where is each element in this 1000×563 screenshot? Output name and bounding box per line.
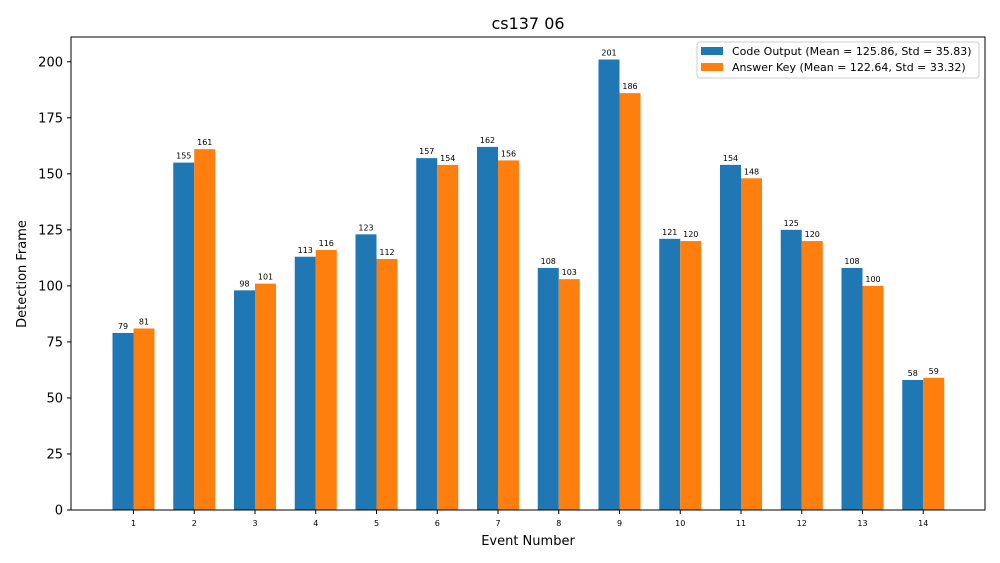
data-label-code-output-event-12: 125 (784, 219, 799, 228)
y-axis-label: Detection Frame (15, 220, 30, 328)
data-label-code-output-event-9: 201 (601, 49, 616, 58)
y-axis: 0 25 50 75 100 125 150 175 200 (38, 55, 71, 519)
data-label-answer-key-event-9: 186 (622, 82, 637, 91)
legend-box (696, 41, 980, 79)
data-label-code-output-event-6: 157 (419, 147, 434, 156)
x-tick-label-6: 6 (435, 519, 440, 528)
bar-answer-key-event-6 (437, 164, 459, 511)
bar-code-output-event-3 (234, 290, 255, 510)
legend: Code Output (Mean = 125.86, Std = 35.83)… (696, 41, 980, 79)
x-tick-label-10: 10 (675, 519, 685, 528)
bars-layer (112, 59, 945, 511)
x-axis-label: Event Number (481, 534, 575, 549)
y-tick-label-0: 0 (55, 504, 63, 519)
data-label-code-output-event-13: 108 (844, 257, 859, 266)
x-tick-label-3: 3 (252, 519, 257, 528)
bar-code-output-event-4 (294, 256, 316, 510)
data-label-answer-key-event-7: 156 (501, 149, 516, 158)
bar-code-output-event-10 (659, 238, 681, 510)
bar-code-output-event-13 (841, 267, 863, 510)
y-tick-label-100: 100 (38, 279, 63, 294)
bar-code-output-event-14 (902, 380, 924, 510)
y-tick-label-200: 200 (38, 55, 63, 70)
y-tick-label-50: 50 (46, 391, 63, 406)
x-tick-label-4: 4 (313, 519, 318, 528)
bar-answer-key-event-5 (376, 258, 398, 510)
data-label-code-output-event-14: 58 (908, 369, 918, 378)
data-label-answer-key-event-1: 81 (139, 317, 149, 326)
data-label-answer-key-event-10: 120 (683, 230, 698, 239)
data-label-answer-key-event-11: 148 (744, 167, 759, 176)
x-tick-label-12: 12 (797, 519, 807, 528)
bar-code-output-event-11 (720, 164, 741, 511)
data-label-answer-key-event-3: 101 (258, 273, 273, 282)
bar-answer-key-event-1 (133, 328, 155, 510)
bar-answer-key-event-12 (801, 241, 823, 510)
data-label-answer-key-event-4: 116 (319, 239, 334, 248)
bar-answer-key-event-11 (741, 178, 762, 510)
data-label-code-output-event-11: 154 (723, 154, 738, 163)
bar-code-output-event-5 (355, 234, 377, 510)
y-tick-label-75: 75 (46, 335, 63, 350)
data-label-answer-key-event-8: 103 (562, 268, 577, 277)
x-tick-label-1: 1 (131, 519, 136, 528)
bar-answer-key-event-14 (923, 377, 945, 510)
legend-swatch-answer-key (701, 63, 723, 71)
legend-label-code-output: Code Output (Mean = 125.86, Std = 35.83) (732, 45, 972, 58)
y-tick-label-25: 25 (46, 447, 63, 462)
x-tick-label-5: 5 (374, 519, 379, 528)
bar-code-output-event-6 (416, 158, 438, 510)
y-tick-label-150: 150 (38, 167, 63, 182)
x-axis: 1 2 3 4 5 6 7 8 9 10 11 12 13 14 (131, 510, 928, 528)
bar-code-output-event-8 (537, 267, 559, 510)
data-label-code-output-event-7: 162 (480, 136, 495, 145)
data-label-code-output-event-3: 98 (239, 279, 249, 288)
data-label-answer-key-event-6: 154 (440, 154, 455, 163)
data-label-code-output-event-5: 123 (358, 223, 373, 232)
bar-answer-key-event-8 (558, 279, 580, 510)
plot-frame (70, 36, 986, 511)
data-label-answer-key-event-12: 120 (805, 230, 820, 239)
x-tick-label-2: 2 (192, 519, 197, 528)
x-tick-label-9: 9 (617, 519, 622, 528)
chart-title: cs137 06 (491, 14, 564, 33)
x-tick-label-7: 7 (495, 519, 500, 528)
data-label-code-output-event-8: 108 (541, 257, 556, 266)
legend-label-answer-key: Answer Key (Mean = 122.64, Std = 33.32) (732, 61, 966, 74)
bar-code-output-event-1 (112, 332, 134, 510)
data-label-code-output-event-1: 79 (118, 322, 128, 331)
data-label-code-output-event-2: 155 (176, 152, 191, 161)
bar-answer-key-event-10 (680, 241, 702, 510)
bar-code-output-event-2 (173, 162, 195, 510)
y-tick-label-175: 175 (38, 111, 63, 126)
data-label-code-output-event-4: 113 (298, 246, 313, 255)
data-label-answer-key-event-14: 59 (929, 367, 939, 376)
bar-answer-key-event-4 (315, 250, 337, 510)
data-label-code-output-event-10: 121 (662, 228, 677, 237)
x-tick-label-11: 11 (736, 519, 746, 528)
data-labels-layer: 79 155 98 113 123 157 162 108 201 121 154 125 108 58 8… (118, 49, 939, 378)
bar-answer-key-event-2 (194, 149, 216, 511)
bar-answer-key-event-9 (619, 93, 641, 510)
x-tick-label-13: 13 (857, 519, 867, 528)
x-tick-label-14: 14 (918, 519, 928, 528)
x-tick-label-8: 8 (556, 519, 561, 528)
bar-answer-key-event-3 (255, 283, 276, 510)
legend-swatch-code-output (701, 47, 723, 55)
data-label-answer-key-event-13: 100 (865, 275, 880, 284)
bar-answer-key-event-7 (498, 160, 519, 510)
data-label-answer-key-event-2: 161 (197, 138, 212, 147)
data-label-answer-key-event-5: 112 (379, 248, 394, 257)
bar-code-output-event-9 (598, 59, 620, 511)
bar-answer-key-event-13 (862, 285, 884, 510)
y-tick-label-125: 125 (38, 223, 63, 238)
bar-code-output-event-12 (780, 229, 802, 510)
bar-code-output-event-7 (477, 146, 498, 510)
